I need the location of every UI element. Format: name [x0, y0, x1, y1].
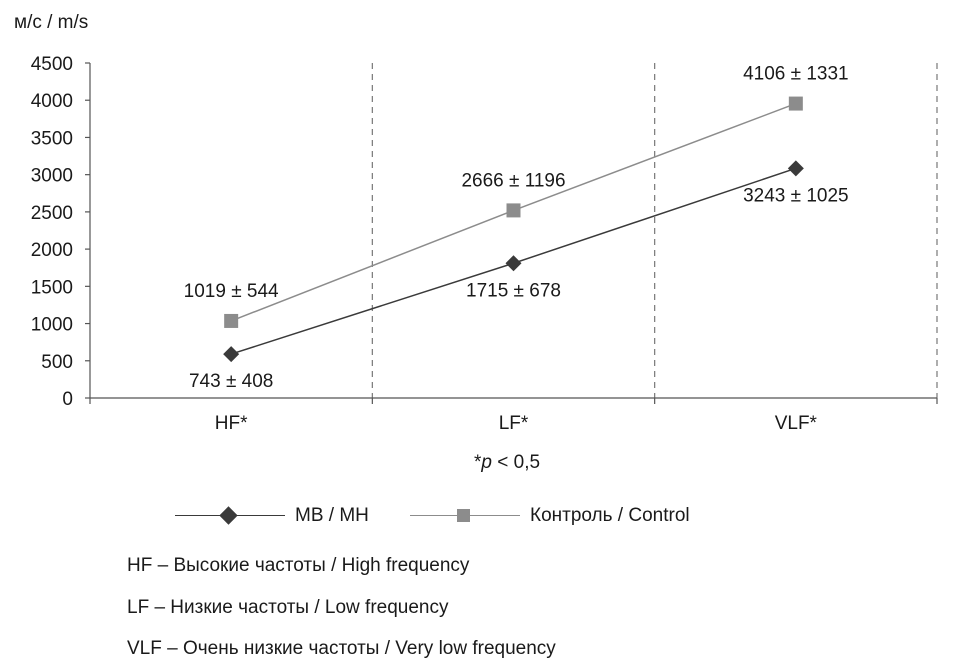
y-tick-label: 3500: [31, 128, 73, 149]
square-marker-icon: [457, 509, 470, 522]
y-tick-label: 0: [62, 389, 73, 410]
significance-footnote: *p < 0,5: [474, 452, 541, 473]
data-point: [788, 96, 803, 111]
data-label: 1019 ± 544: [184, 281, 279, 302]
note-lf: LF – Низкие частоты / Low frequency: [127, 596, 449, 618]
note-hf: HF – Высокие частоты / High frequency: [127, 555, 470, 576]
y-tick-label: 4000: [31, 91, 73, 112]
abbreviation-notes: HF – Высокие частоты / High frequency LF…: [127, 545, 556, 670]
data-point: [506, 203, 521, 218]
data-label: 743 ± 408: [189, 371, 273, 392]
data-point: [223, 346, 240, 363]
data-point: [505, 255, 522, 272]
data-label: 4106 ± 1331: [743, 64, 849, 85]
data-point: [787, 160, 804, 177]
data-label: 1715 ± 678: [466, 280, 561, 301]
data-label: 3243 ± 1025: [743, 185, 849, 206]
chart: м/с / m/s 0 500 1000 1500 2000 2500 3000 3500 400…: [14, 12, 938, 434]
legend-label-control: Контроль / Control: [530, 505, 690, 526]
y-tick-label: 2500: [31, 203, 73, 224]
y-axis-label: м/с / m/s: [14, 12, 88, 33]
legend-label-mv: МВ / МН: [295, 505, 369, 526]
legend-item-mv: МВ / МН: [175, 500, 369, 532]
y-tick-label: 2000: [31, 240, 73, 261]
data-label: 2666 ± 1196: [461, 170, 565, 191]
legend-line-mv: [175, 505, 285, 527]
legend: МВ / МН Контроль / Control: [175, 500, 775, 532]
legend-item-control: Контроль / Control: [410, 500, 690, 532]
x-tick-label: LF*: [499, 413, 529, 434]
legend-line-control: [410, 505, 520, 527]
y-tick-label: 1500: [31, 277, 73, 298]
y-tick-label: 1000: [31, 315, 73, 336]
y-tick-label: 4500: [31, 54, 73, 75]
note-vlf: VLF – Очень низкие частоты / Very low fr…: [127, 638, 556, 659]
y-tick-label: 3000: [31, 166, 73, 187]
diamond-marker-icon: [219, 506, 238, 525]
y-tick-label: 500: [41, 352, 73, 373]
x-tick-label: VLF*: [775, 413, 818, 434]
x-tick-label: HF*: [215, 413, 248, 434]
data-point: [224, 313, 239, 328]
